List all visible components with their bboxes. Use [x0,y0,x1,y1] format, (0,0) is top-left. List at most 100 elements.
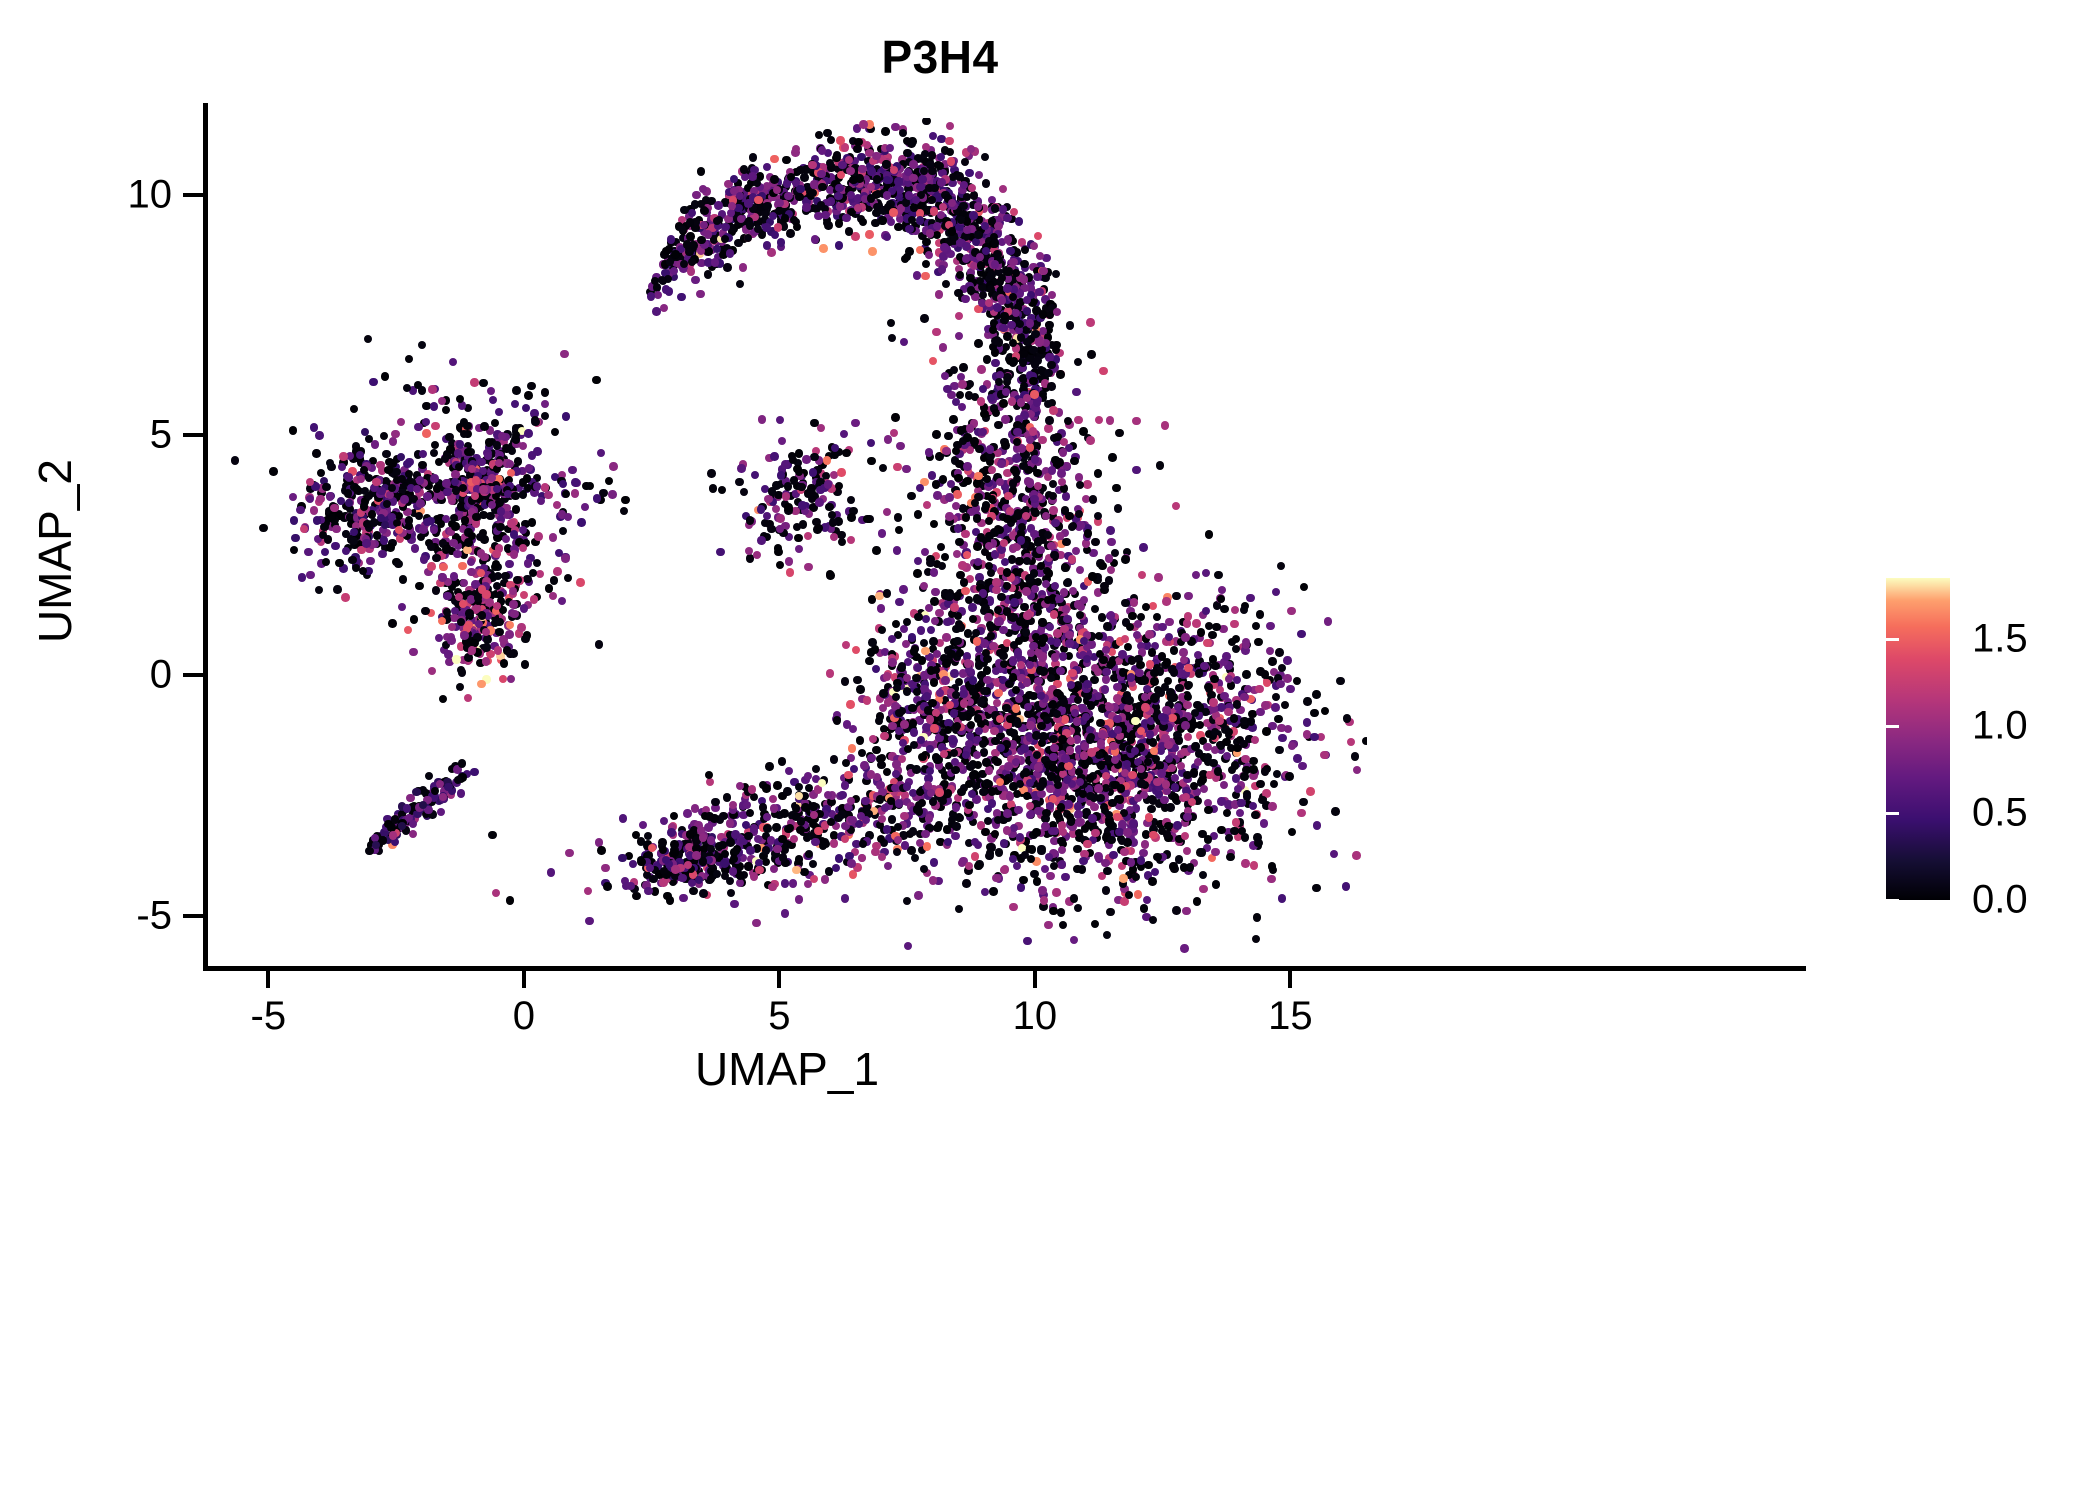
scatter-point [701,196,711,205]
scatter-point [987,843,996,852]
scatter-point [1049,906,1058,916]
scatter-point [893,462,902,472]
scatter-point [1105,416,1115,425]
scatter-point [1086,791,1095,801]
scatter-point [921,614,931,624]
scatter-point [1065,321,1074,330]
scatter-point [1165,617,1174,626]
scatter-point [829,839,838,848]
scatter-point [955,172,964,181]
scatter-point [997,296,1007,305]
scatter-point [974,304,983,314]
scatter-point [800,192,810,202]
scatter-point [826,173,836,182]
scatter-point [1101,886,1111,895]
scatter-point [745,221,755,230]
scatter-point [1248,801,1258,811]
scatter-point [818,841,828,851]
scatter-point [835,183,844,192]
scatter-point [950,165,959,175]
scatter-point [983,330,993,339]
scatter-point [934,238,944,248]
scatter-point [1073,600,1083,609]
scatter-point [937,542,946,551]
scatter-point [1047,290,1056,300]
scatter-point [920,149,930,159]
scatter-point [877,155,887,164]
scatter-point [687,208,697,218]
scatter-point [1251,735,1260,744]
scatter-point [1027,278,1036,288]
scatter-point [1252,913,1262,922]
scatter-point [664,287,674,296]
scatter-point [1019,875,1028,885]
scatter-point [1090,604,1100,614]
scatter-point [1068,555,1077,564]
scatter-point [1032,877,1042,886]
scatter-point [776,238,786,247]
scatter-point [1032,408,1041,417]
scatter-point [999,839,1009,848]
scatter-point [1106,611,1116,620]
scatter-point [1104,554,1114,563]
scatter-point [1224,674,1233,684]
scatter-point [915,216,924,225]
scatter-point [811,154,820,163]
scatter-point [1341,882,1351,891]
scatter-point [1310,708,1319,718]
scatter-point [1261,701,1270,710]
scatter-point [991,336,1000,345]
scatter-point [934,248,944,257]
scatter-point [1156,461,1165,470]
scatter-point [826,135,836,144]
scatter-point [921,829,930,839]
scatter-point [1061,563,1070,573]
scatter-point [957,788,966,797]
scatter-point [1167,763,1177,773]
scatter-point [1044,325,1054,335]
scatter-point [840,781,850,790]
scatter-point [991,358,1000,368]
scatter-point [853,144,862,154]
scatter-point [847,744,857,753]
scatter-point [902,897,912,906]
scatter-point [995,617,1004,626]
scatter-point [883,435,893,444]
scatter-point [1184,680,1193,690]
scatter-point [982,501,991,510]
scatter-point [1153,852,1162,862]
scatter-point [759,187,768,196]
scatter-point [914,510,923,519]
scatter-point [892,847,902,856]
scatter-point [1220,691,1229,701]
scatter-point [895,186,905,195]
scatter-point [1038,435,1047,445]
scatter-point [1222,752,1231,761]
scatter-point [882,232,892,242]
scatter-point [972,479,981,488]
scatter-point [818,778,827,788]
scatter-point [491,888,500,897]
scatter-point [1003,332,1012,341]
scatter-point [1032,828,1041,837]
scatter-point [703,230,713,239]
scatter-point [997,592,1006,601]
scatter-point [1093,469,1103,478]
scatter-point [933,824,942,833]
scatter-point [894,177,903,186]
scatter-point [1139,904,1148,913]
scatter-point [962,225,971,235]
scatter-point [840,834,849,844]
scatter-point [929,207,938,216]
scatter-point [967,789,976,799]
scatter-point [1222,737,1231,747]
scatter-point [1091,828,1100,838]
scatter-point [1094,415,1104,425]
scatter-point [910,853,920,863]
scatter-point [1241,640,1251,649]
scatter-point [721,222,730,232]
scatter-point [889,208,898,217]
scatter-point [1262,678,1271,688]
scatter-point [1001,342,1011,352]
scatter-point [937,265,947,274]
